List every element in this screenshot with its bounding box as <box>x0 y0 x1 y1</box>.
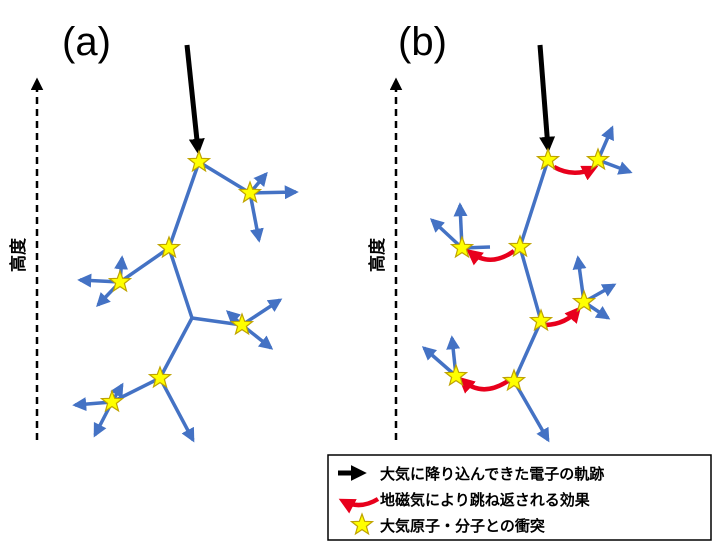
collision-star-icon <box>237 180 263 204</box>
collision-star-icon <box>501 368 527 392</box>
collision-star-icon <box>229 312 255 336</box>
collision-star-icon <box>528 308 554 332</box>
altitude-axis-label: 高度 <box>367 237 388 272</box>
panel-a: (a) 高度 <box>8 20 299 443</box>
panel-a-label: (a) <box>62 20 111 64</box>
legend-geomagnetic-bounce-icon <box>338 497 380 514</box>
legend-box <box>327 454 712 541</box>
collision-star-icon <box>147 365 173 389</box>
legend-collision-star-icon <box>349 512 375 536</box>
legend-geomagnetic-bounce-text: 地磁気により跳ね返される効果 <box>380 491 591 509</box>
collision-star-icon <box>449 235 475 259</box>
legend-collision-text: 大気原子・分子との衝突 <box>380 517 545 535</box>
collision-stars-a <box>99 149 263 413</box>
collision-star-icon <box>585 147 611 171</box>
collision-star-icon <box>186 149 212 173</box>
geomagnetic-bounce-arrows <box>458 164 599 394</box>
panel-b: (b) 高度 <box>367 20 633 443</box>
electron-track-paths <box>421 125 633 443</box>
collision-stars-b <box>443 147 611 392</box>
collision-star-icon <box>443 363 469 387</box>
legend-electron-track-text: 大気に降り込んできた電子の軌跡 <box>380 465 604 483</box>
collision-star-icon <box>535 147 561 171</box>
electron-track-paths <box>72 160 299 443</box>
incoming-electron-arrow <box>184 44 205 155</box>
collision-star-icon <box>107 269 133 293</box>
incoming-electron-arrow <box>537 44 556 153</box>
legend: 大気に降り込んできた電子の軌跡 地磁気により跳ね返される効果 大気原子・分子との… <box>327 454 712 541</box>
altitude-axis-label: 高度 <box>8 237 29 272</box>
collision-star-icon <box>571 289 597 313</box>
panel-b-label: (b) <box>398 20 447 64</box>
collision-star-icon <box>507 234 533 258</box>
collision-star-icon <box>156 235 182 259</box>
collision-star-icon <box>99 389 125 413</box>
